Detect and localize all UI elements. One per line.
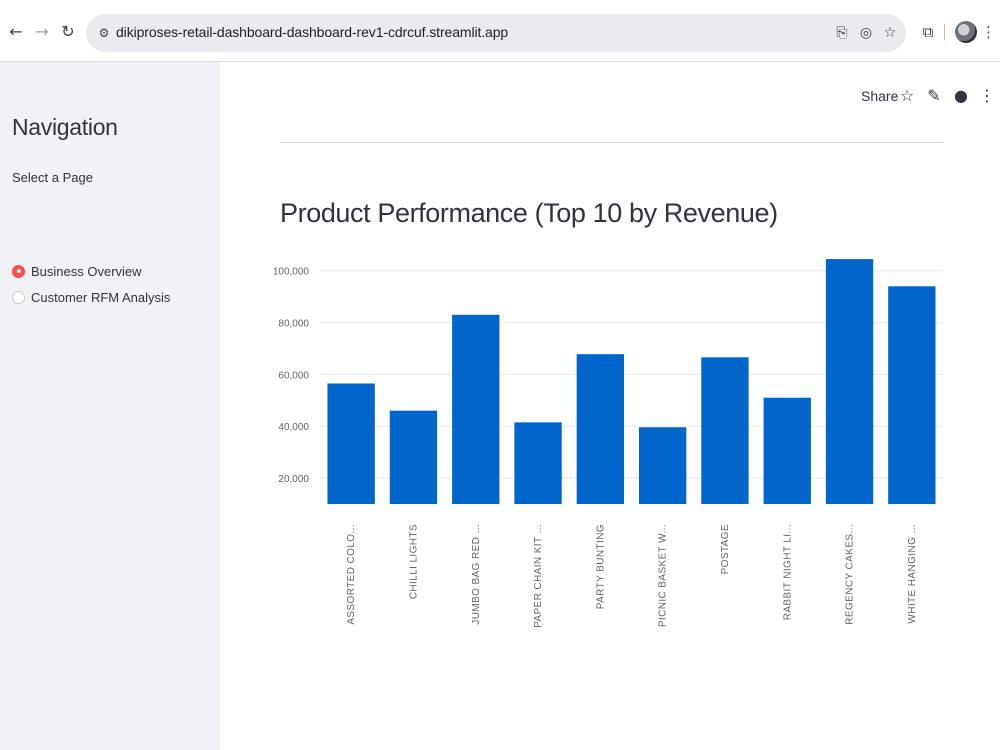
bar[interactable] [389,410,438,504]
radio-label[interactable]: Customer RFM Analysis [31,289,171,305]
back-arrow-icon[interactable]: ← [9,22,23,41]
sidebar-title: Navigation [12,114,118,140]
y-tick-label: 100,000 [273,267,310,278]
star-icon[interactable]: ☆ [899,86,915,105]
kebab-menu-icon[interactable]: ⋮ [981,23,996,41]
x-tick-label: CHILLI LIGHTS [408,524,419,599]
chart-title: Product Performance (Top 10 by Revenue) [280,198,778,228]
x-axis-ticks: ASSORTED COLO... CHILLI LIGHTS JUMBO BAG R… [346,524,918,628]
x-tick-label: ASSORTED COLO... [346,524,357,625]
y-tick-label: 60,000 [278,370,309,381]
divider [280,142,943,143]
bar[interactable] [763,397,811,504]
forward-arrow-icon[interactable]: → [35,22,49,41]
install-app-icon[interactable]: ⎘ [836,25,848,41]
select-page-label: Select a Page [12,170,93,185]
bar[interactable] [576,354,625,504]
sidebar [0,62,220,750]
address-bar[interactable]: ⚙ dikiproses-retail-dashboard-dashboard-… [86,14,906,52]
share-button[interactable]: Share [861,88,899,104]
x-tick-label: JUMBO BAG RED ... [471,524,482,625]
eye-slash-icon[interactable]: ◎ [859,25,873,41]
radio-option-customer-rfm[interactable]: Customer RFM Analysis [12,288,170,306]
y-axis-ticks: 20,000 40,000 60,000 80,000 100,000 [273,267,310,485]
edit-pencil-icon[interactable]: ✎ [927,86,941,105]
extensions-icon[interactable]: ⧉ [922,23,934,41]
radio-button[interactable] [12,290,25,304]
github-icon[interactable]: ● [954,86,968,105]
radio-button-checked[interactable] [12,264,25,278]
url-text[interactable]: dikiproses-retail-dashboard-dashboard-re… [116,24,509,40]
reload-icon[interactable]: ↻ [61,22,75,41]
x-tick-label: PICNIC BASKET W... [658,524,669,627]
bar[interactable] [514,422,562,504]
bar-chart: 20,000 40,000 60,000 80,000 100,000 ASSORTED… [273,259,943,628]
kebab-menu-icon[interactable]: ⋮ [979,86,995,105]
y-tick-label: 80,000 [278,319,309,330]
x-tick-label: POSTAGE [720,524,731,574]
bar[interactable] [888,286,936,504]
y-tick-label: 20,000 [278,474,309,485]
star-icon[interactable]: ☆ [883,25,897,41]
x-tick-label: PARTY BUNTING [595,524,606,609]
bar[interactable] [452,314,500,504]
x-tick-label: REGENCY CAKES... [845,524,856,625]
radio-option-business-overview[interactable]: Business Overview [12,262,142,280]
bar[interactable] [825,259,874,504]
bar[interactable] [638,427,687,504]
radio-label[interactable]: Business Overview [31,263,142,279]
bar[interactable] [327,383,375,504]
toolbar-divider [944,24,945,40]
x-tick-label: PAPER CHAIN KIT ... [533,524,544,628]
site-settings-icon[interactable]: ⚙ [98,26,110,40]
bar[interactable] [701,357,749,504]
x-tick-label: WHITE HANGING ... [907,524,918,624]
browser-chrome: ← → ↻ ⚙ dikiproses-retail-dashboard-dash… [0,0,1000,62]
profile-avatar[interactable] [955,21,977,43]
chart-bars [327,259,936,504]
x-tick-label: RABBIT NIGHT LI... [782,524,793,620]
y-tick-label: 40,000 [278,422,309,433]
